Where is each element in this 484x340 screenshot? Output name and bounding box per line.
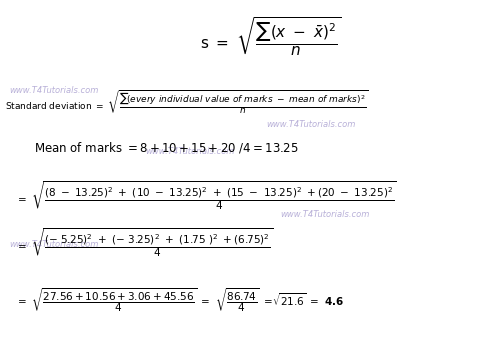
Text: $=\ \sqrt{\dfrac{(8\ -\ 13.25)^2\ +\ (10\ -\ 13.25)^2\ +\ (15\ -\ 13.25)^2\ +(20: $=\ \sqrt{\dfrac{(8\ -\ 13.25)^2\ +\ (10… [15, 179, 396, 212]
Text: www.T4Tutorials.com: www.T4Tutorials.com [281, 210, 370, 219]
Text: www.T4Tutorials.com: www.T4Tutorials.com [145, 147, 235, 156]
Text: www.T4Tutorials.com: www.T4Tutorials.com [10, 86, 99, 95]
Text: $=\ \sqrt{\dfrac{(-\ 5.25)^2\ +\ (-\ 3.25)^2\ +\ (1.75\ )^2\ +(6.75)^2}{4}}$: $=\ \sqrt{\dfrac{(-\ 5.25)^2\ +\ (-\ 3.2… [15, 227, 273, 259]
Text: Standard deviation $=\ \sqrt{\dfrac{\sum\!(\mathit{every\ individual\ value\ of\: Standard deviation $=\ \sqrt{\dfrac{\sum… [5, 88, 368, 116]
Text: www.T4Tutorials.com: www.T4Tutorials.com [266, 120, 356, 129]
Text: $\mathrm{s}\ =\ \sqrt{\dfrac{\sum(x\ -\ \bar{x})^2}{n}}$: $\mathrm{s}\ =\ \sqrt{\dfrac{\sum(x\ -\ … [200, 15, 342, 58]
Text: Mean of marks $= 8 + 10 + 15 + 20\ /4 = 13.25$: Mean of marks $= 8 + 10 + 15 + 20\ /4 = … [34, 140, 299, 155]
Text: $=\ \sqrt{\dfrac{27.56 + 10.56 + 3.06 + 45.56}{4}}\ =\ \sqrt{\dfrac{86.74}{4}}\ : $=\ \sqrt{\dfrac{27.56 + 10.56 + 3.06 + … [15, 287, 343, 315]
Text: www.T4Tutorials.com: www.T4Tutorials.com [10, 240, 99, 249]
